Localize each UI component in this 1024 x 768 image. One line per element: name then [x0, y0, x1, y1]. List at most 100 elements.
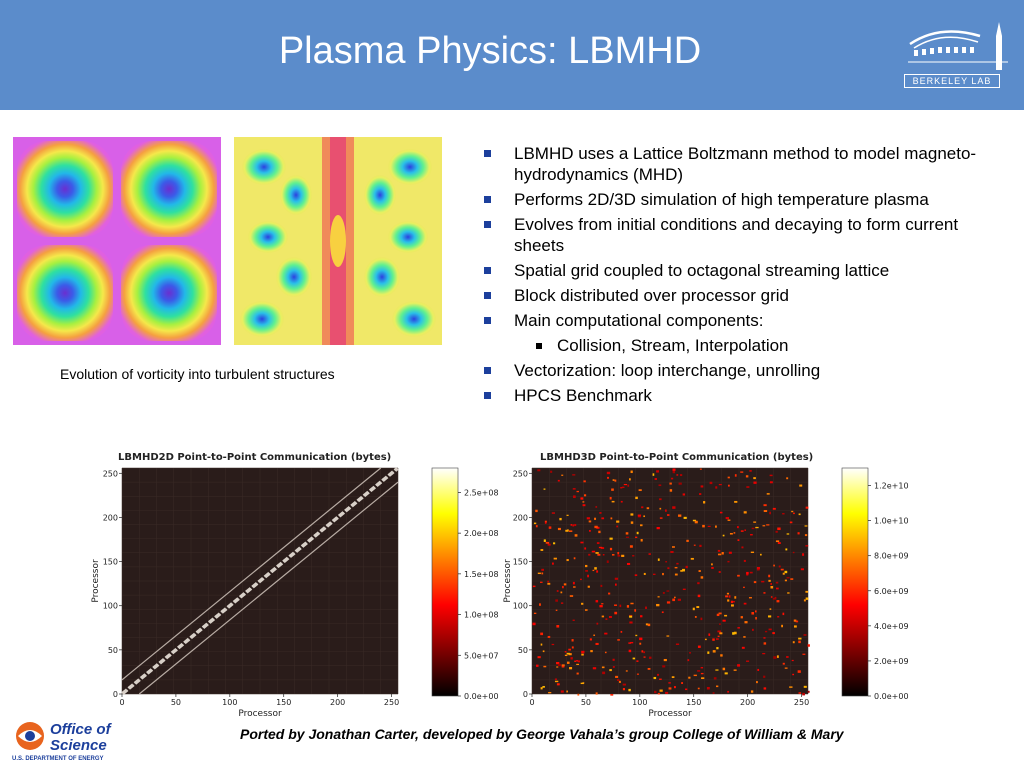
communication-cell: [583, 494, 587, 497]
communication-cell: [643, 572, 646, 575]
communication-cell: [547, 635, 551, 638]
communication-cell: [618, 680, 621, 683]
communication-cell: [609, 616, 612, 618]
communication-cell: [566, 514, 569, 516]
communication-cell: [672, 468, 676, 471]
communication-cell: [533, 522, 537, 525]
sub-bullet-marker: [536, 343, 542, 349]
communication-cell: [666, 601, 671, 604]
communication-cell: [537, 656, 541, 659]
communication-cell: [715, 669, 719, 671]
svg-text:U.S. DEPARTMENT OF ENERGY: U.S. DEPARTMENT OF ENERGY: [12, 756, 104, 762]
communication-cell: [576, 660, 579, 662]
communication-cell: [753, 481, 757, 484]
communication-cell: [599, 605, 603, 608]
communication-cell: [800, 568, 804, 571]
communication-cell: [805, 597, 809, 600]
communication-cell: [545, 541, 550, 544]
communication-cell: [617, 639, 620, 641]
bullet-marker: [484, 392, 491, 399]
communication-cell: [763, 592, 766, 594]
communication-cell: [612, 666, 615, 668]
communication-cell: [571, 639, 574, 642]
communication-cell: [733, 532, 736, 534]
communication-cell: [540, 632, 544, 636]
communication-cell: [612, 479, 615, 481]
colorbar-tick-label: 8.0e+09: [874, 552, 909, 561]
communication-cell: [609, 496, 612, 500]
communication-cell: [543, 665, 547, 668]
communication-cell: [732, 632, 735, 635]
communication-cell: [597, 553, 601, 556]
communication-cell: [685, 688, 688, 691]
credit-text: Ported by Jonathan Carter, developed by …: [240, 726, 844, 742]
communication-cell: [574, 523, 577, 527]
sub-bullet-item: Collision, Stream, Interpolation: [484, 335, 1004, 356]
communication-cell: [620, 487, 623, 489]
x-tick-label: 150: [276, 698, 291, 707]
bullet-item: Block distributed over processor grid: [484, 285, 1004, 306]
communication-cell: [786, 656, 789, 658]
communication-cell: [734, 474, 737, 477]
communication-cell: [807, 690, 810, 693]
communication-cell: [537, 469, 541, 472]
communication-cell: [756, 567, 760, 570]
communication-cell: [636, 660, 639, 662]
communication-cell: [730, 600, 733, 604]
communication-cell: [687, 659, 690, 662]
communication-cell: [798, 640, 801, 644]
communication-cell: [569, 667, 573, 670]
communication-cell: [632, 555, 635, 557]
chart-2d: 0 50 100 150 200 250 0 50 100 150 200 250 Processor P…: [91, 467, 399, 719]
communication-cell: [740, 616, 743, 619]
communication-cell: [750, 690, 754, 693]
communication-cell: [573, 557, 576, 560]
bullet-marker: [484, 221, 491, 228]
bullet-marker: [484, 367, 491, 374]
communication-cell: [756, 568, 760, 571]
communication-cell: [781, 624, 783, 628]
communication-cell: [576, 663, 580, 666]
y-tick-label: 150: [513, 558, 528, 567]
bullet-item: Spatial grid coupled to octagonal stream…: [484, 260, 1004, 281]
communication-cell: [652, 473, 655, 476]
communication-cell: [592, 667, 597, 670]
communication-cell: [797, 670, 801, 673]
communication-cell: [731, 604, 734, 607]
communication-cell: [602, 553, 605, 556]
y-tick-label: 200: [103, 513, 118, 522]
communication-cell: [550, 470, 553, 473]
communication-cell: [610, 693, 614, 696]
communication-cell: [581, 653, 584, 656]
communication-cell: [697, 645, 701, 648]
communication-cell: [615, 583, 617, 586]
communication-cell: [625, 532, 629, 535]
communication-cell: [740, 471, 744, 473]
communication-cell: [544, 520, 547, 523]
communication-cell: [556, 625, 560, 628]
communication-cell: [616, 525, 619, 528]
communication-cell: [807, 644, 810, 647]
communication-cell: [544, 522, 547, 524]
communication-cell: [590, 650, 593, 653]
communication-cell: [553, 557, 557, 560]
communication-cell: [764, 630, 768, 633]
communication-cell: [744, 621, 748, 624]
communication-cell: [635, 536, 638, 538]
x-tick-label: 100: [222, 698, 237, 707]
communication-cell: [700, 672, 704, 675]
communication-cell: [768, 579, 771, 582]
communication-cell: [670, 551, 674, 553]
communication-cell: [665, 561, 668, 563]
communication-cell: [556, 666, 559, 668]
communication-cell: [596, 622, 599, 625]
communication-cell: [715, 638, 719, 640]
y-tick-label: 0: [113, 690, 118, 699]
communication-cell: [592, 569, 595, 572]
communication-cell: [588, 553, 591, 556]
communication-cell: [658, 484, 662, 487]
communication-cell: [777, 542, 781, 544]
communication-cell: [789, 686, 793, 688]
chart-3d: 0 50 100 150 200 250 0 50 100 150 200 250 Processor P…: [503, 467, 810, 719]
bullet-list: LBMHD uses a Lattice Boltzmann method to…: [484, 143, 1004, 410]
